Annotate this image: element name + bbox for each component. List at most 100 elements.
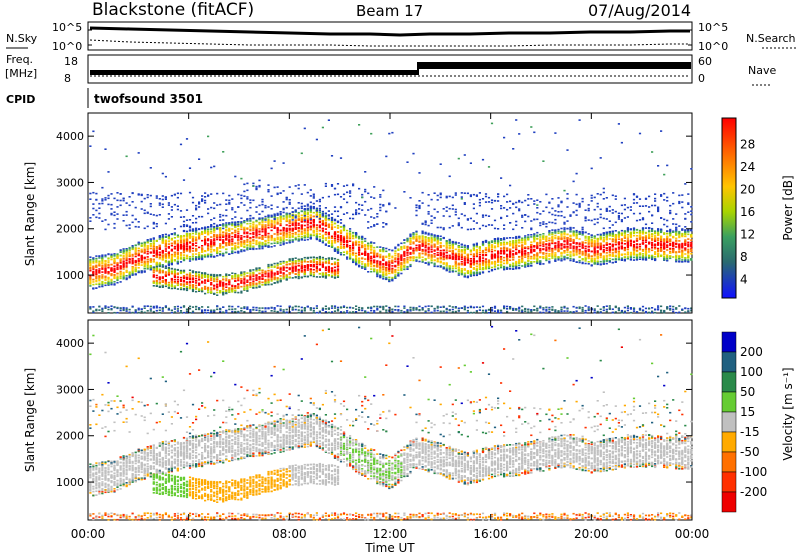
power-pixel — [303, 236, 306, 239]
power-pixel — [370, 257, 373, 260]
power-pixel — [394, 246, 397, 249]
power-pixel — [424, 245, 427, 247]
power-pixel — [182, 243, 186, 245]
power-pixel — [246, 189, 249, 192]
power-pixel — [318, 215, 321, 217]
power-pixel — [358, 265, 361, 268]
power-pixel — [385, 250, 388, 253]
power-pixel — [170, 255, 173, 257]
power-pixel — [442, 252, 445, 254]
power-pixel — [358, 203, 361, 206]
power-pixel — [382, 249, 385, 252]
power-pixel — [276, 236, 279, 239]
power-pixel — [439, 306, 442, 308]
power-pixel — [445, 249, 448, 251]
power-pixel — [367, 209, 370, 211]
power-pixel — [149, 213, 152, 215]
power-pixel — [182, 220, 186, 223]
power-pixel — [234, 236, 237, 238]
power-pixel — [143, 260, 146, 263]
power-pixel — [439, 193, 442, 196]
power-pixel — [294, 222, 297, 224]
power-pixel — [373, 264, 376, 267]
power-pixel — [303, 211, 306, 214]
power-pixel — [119, 199, 122, 202]
power-pixel — [397, 260, 400, 263]
power-pixel — [234, 175, 237, 178]
power-pixel — [204, 250, 207, 253]
power-pixel — [409, 263, 412, 266]
power-pixel — [158, 236, 161, 239]
power-pixel — [92, 311, 95, 314]
power-pixel — [101, 220, 104, 222]
power-pixel — [219, 246, 222, 248]
power-pixel — [95, 209, 98, 212]
power-pixel — [267, 244, 270, 247]
power-pixel — [306, 269, 309, 271]
power-pixel — [161, 256, 164, 259]
power-pixel — [327, 271, 330, 273]
power-pixel — [261, 198, 264, 201]
power-pixel — [382, 273, 385, 276]
power-pixel — [216, 250, 219, 252]
power-pixel — [228, 281, 231, 284]
power-pixel — [116, 254, 119, 256]
power-pixel — [309, 195, 312, 197]
power-pixel — [355, 212, 358, 214]
power-pixel — [276, 241, 279, 243]
power-pixel — [170, 260, 173, 263]
power-pixel — [303, 239, 306, 241]
power-pixel — [125, 262, 128, 265]
power-pixel — [379, 194, 382, 196]
power-pixel — [110, 283, 113, 286]
power-pixel — [249, 214, 252, 217]
power-pixel — [312, 230, 315, 233]
power-pixel — [385, 256, 388, 258]
power-pixel — [439, 246, 442, 249]
power-pixel — [264, 307, 267, 310]
power-pixel — [231, 276, 234, 278]
power-pixel — [273, 227, 276, 229]
power-pixel — [421, 259, 424, 261]
power-pixel — [379, 260, 382, 263]
power-pixel — [436, 194, 439, 197]
power-pixel — [228, 199, 231, 202]
power-pixel — [306, 257, 309, 259]
power-pixel — [243, 220, 246, 222]
power-pixel — [297, 216, 300, 218]
power-pixel — [158, 312, 161, 314]
power-pixel — [421, 252, 424, 255]
power-pixel — [303, 221, 306, 223]
power-pixel — [324, 273, 327, 276]
power-pixel — [161, 308, 164, 310]
power-pixel — [333, 226, 337, 228]
power-pixel — [403, 239, 406, 241]
power-pixel — [303, 215, 306, 217]
power-pixel — [173, 242, 176, 244]
power-pixel — [364, 252, 367, 254]
power-pixel — [201, 272, 204, 274]
power-pixel — [225, 248, 228, 251]
power-pixel — [104, 255, 107, 258]
power-pixel — [373, 270, 376, 273]
power-pixel — [179, 242, 183, 244]
power-pixel — [358, 260, 361, 262]
power-pixel — [291, 262, 294, 265]
power-pixel — [358, 251, 361, 254]
power-pixel — [204, 229, 207, 232]
power-pixel — [330, 240, 334, 242]
power-pixel — [409, 243, 412, 245]
power-pixel — [282, 211, 285, 214]
power-pixel — [137, 194, 140, 196]
power-pixel — [155, 240, 158, 242]
power-pixel — [204, 202, 207, 204]
power-pixel — [201, 250, 204, 252]
power-pixel — [430, 215, 433, 217]
power-pixel — [104, 306, 107, 308]
power-pixel — [228, 280, 231, 282]
power-pixel — [439, 252, 442, 255]
power-pixel — [300, 226, 303, 229]
power-pixel — [104, 270, 107, 273]
station-title: Blackstone (fitACF) — [92, 0, 255, 20]
power-pixel — [185, 250, 189, 252]
